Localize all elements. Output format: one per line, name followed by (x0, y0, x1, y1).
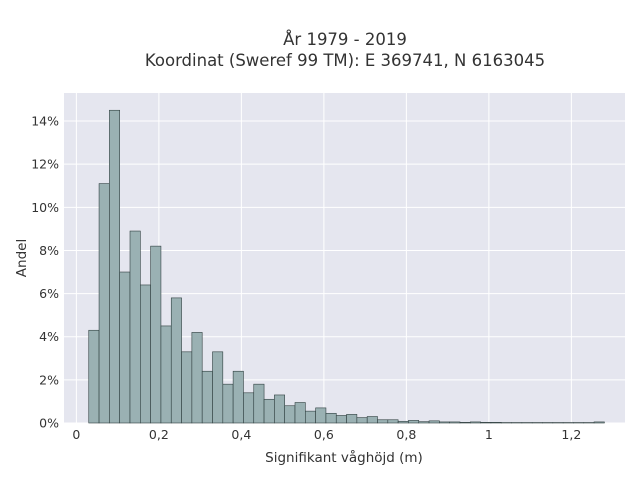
x-tick-label: 0,6 (314, 427, 334, 442)
histogram-bar (459, 422, 471, 424)
x-tick-label: 0,2 (149, 427, 169, 442)
histogram-bar (232, 370, 244, 424)
histogram-bar (366, 416, 378, 424)
histogram-bar (449, 421, 461, 424)
y-tick-label: 0% (39, 416, 59, 431)
histogram-bar (160, 325, 172, 424)
histogram-bar (335, 415, 347, 424)
histogram-bar (109, 109, 120, 424)
histogram-bar (490, 422, 502, 424)
histogram-bar (397, 420, 409, 424)
histogram-bar (243, 392, 255, 424)
histogram-bar (480, 422, 492, 424)
histogram-bar (263, 398, 275, 424)
y-axis-ticks: 0% 2% 4% 6% 8% 10% 12% 14% (31, 114, 59, 431)
y-tick-label: 12% (31, 157, 59, 172)
histogram-bar (346, 414, 358, 424)
histogram-bar (387, 419, 399, 424)
histogram-bar (170, 297, 182, 424)
histogram-bar (181, 351, 193, 424)
x-tick-label: 0,8 (396, 427, 416, 442)
histogram-bar (439, 421, 450, 424)
histogram-bar (325, 412, 337, 424)
histogram-bar (470, 421, 481, 424)
histogram-bar (418, 421, 430, 424)
y-tick-label: 2% (39, 372, 59, 387)
histogram-bar (212, 351, 224, 424)
histogram-bar (315, 407, 327, 424)
histogram-bar (377, 419, 389, 424)
x-tick-label: 1 (485, 427, 493, 442)
histogram-bar (98, 183, 110, 424)
y-tick-label: 8% (39, 243, 59, 258)
chart-title: År 1979 - 2019 (283, 30, 407, 49)
histogram-bar (222, 383, 234, 424)
x-tick-label: 0,4 (231, 427, 251, 442)
histogram-bar (284, 405, 296, 424)
x-tick-label: 0 (72, 427, 80, 442)
y-tick-label: 4% (39, 329, 59, 344)
x-axis-ticks: 0 0,2 0,4 0,6 0,8 1 1,2 (72, 427, 581, 442)
histogram-bar (191, 332, 203, 424)
histogram-bar (356, 417, 368, 424)
histogram-bar (150, 245, 162, 424)
y-tick-label: 6% (39, 286, 59, 301)
histogram-bar (294, 402, 306, 424)
y-tick-label: 10% (31, 200, 59, 215)
histogram-bar (201, 370, 213, 424)
y-axis-label: Andel (14, 239, 30, 277)
histogram-bar (305, 410, 316, 424)
histogram-bar (428, 420, 440, 424)
chart-subtitle: Koordinat (Sweref 99 TM): E 369741, N 61… (145, 51, 545, 70)
x-axis-label: Signifikant våghöjd (m) (265, 449, 423, 466)
histogram-bar (408, 420, 420, 424)
histogram-bars (88, 109, 605, 424)
histogram-bar (119, 271, 131, 424)
y-tick-label: 14% (31, 114, 59, 129)
histogram-bar (129, 230, 141, 424)
x-tick-label: 1,2 (561, 427, 581, 442)
histogram-bar (593, 421, 605, 424)
histogram-bar (274, 394, 285, 424)
histogram-bar (88, 329, 100, 424)
histogram-bar (253, 383, 265, 424)
histogram-bar (140, 284, 151, 424)
